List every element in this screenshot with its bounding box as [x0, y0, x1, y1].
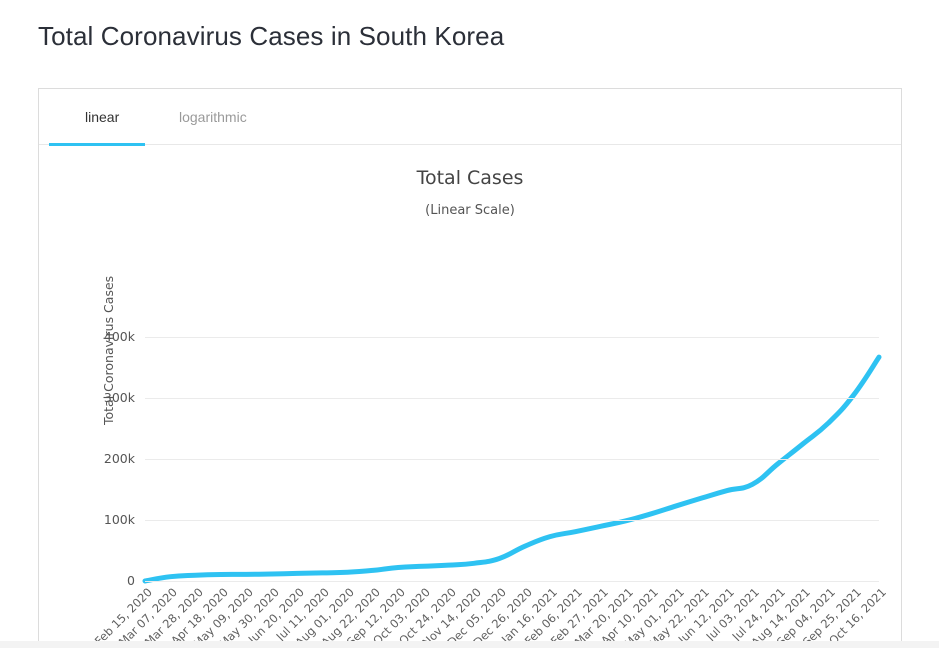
chart-area: Total Cases (Linear Scale) Total Coronav…: [39, 145, 901, 648]
y-axis-tick-label: 0: [127, 573, 135, 588]
active-tab-indicator: [49, 143, 145, 146]
gridline: [145, 459, 879, 460]
y-axis-tick-label: 300k: [103, 390, 135, 405]
cases-line-series: [142, 354, 882, 584]
tab-logarithmic[interactable]: logarithmic: [179, 101, 247, 133]
gridline: [145, 520, 879, 521]
page-bottom-strip: [0, 641, 939, 648]
plot-region: 0 100k 200k 300k 400k: [104, 329, 882, 588]
cases-line: [142, 354, 882, 584]
y-axis-tick-label: 200k: [103, 451, 135, 466]
chart-subtitle: (Linear Scale): [425, 203, 515, 218]
y-axis-tick-label: 400k: [103, 329, 135, 344]
gridline: [145, 337, 879, 338]
chart-card: linear logarithmic Total Cases (Linear S…: [38, 88, 902, 648]
x-axis-labels: Feb 15, 2020 Mar 07, 2020 Mar 28, 2020 Apr …: [92, 585, 889, 648]
tab-linear[interactable]: linear: [85, 101, 119, 133]
page-title: Total Coronavirus Cases in South Korea: [38, 21, 505, 51]
scale-tab-bar: linear logarithmic: [39, 89, 901, 146]
gridline: [145, 398, 879, 399]
y-axis-tick-label: 100k: [103, 512, 135, 527]
gridline: [145, 581, 879, 582]
chart-title: Total Cases: [416, 167, 524, 189]
